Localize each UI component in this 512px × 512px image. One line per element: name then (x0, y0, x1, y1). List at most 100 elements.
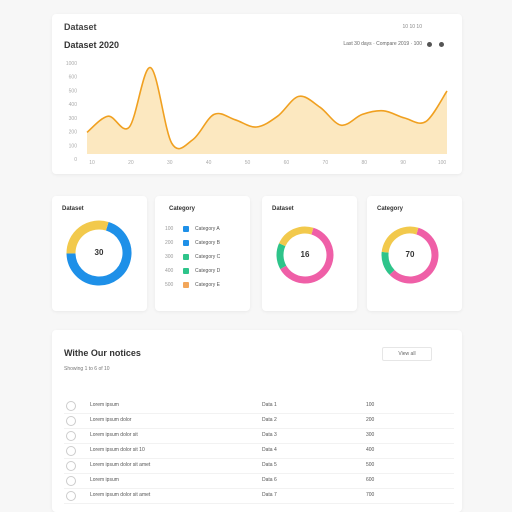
donut-card-title: Category (377, 206, 404, 212)
legend-index: 500 (165, 282, 174, 288)
y-tick-label: 400 (69, 102, 78, 108)
donut-card-2: Dataset 16 (262, 196, 357, 311)
x-tick-label: 60 (284, 160, 290, 166)
row-divider (64, 488, 454, 489)
row-divider (64, 413, 454, 414)
legend-card-title: Category (169, 206, 196, 212)
y-tick-label: 0 (74, 157, 77, 163)
row-data: Data 1 (262, 402, 277, 408)
table-row[interactable]: Lorem ipsum dolor sit amet Data 7 700 (64, 488, 454, 504)
date-range-selector[interactable]: Last 30 days · Compare 2019 · 100 (343, 41, 422, 47)
row-name: Lorem ipsum dolor sit amet (90, 462, 151, 468)
legend-item: Category B (183, 240, 220, 246)
overview-chart-card: Dataset Dataset 2020 10 10 10 Last 30 da… (52, 14, 462, 174)
x-tick-label: 10 (89, 160, 95, 166)
table-row[interactable]: Lorem ipsum Data 1 100 (64, 398, 454, 414)
y-tick-label: 1000 (66, 61, 77, 67)
donut-card-title: Dataset (272, 206, 294, 212)
series-line (86, 66, 448, 150)
x-tick-label: 30 (167, 160, 173, 166)
row-value: 300 (366, 432, 375, 438)
row-checkbox[interactable] (66, 446, 76, 456)
row-data: Data 2 (262, 417, 277, 423)
x-tick-label: 90 (400, 160, 406, 166)
table-subtitle: Showing 1 to 6 of 10 (64, 366, 110, 372)
legend-card: Category 100 Category A 200 Category B 300 Ca… (155, 196, 250, 311)
table-row[interactable]: Lorem ipsum dolor sit Data 3 300 (64, 428, 454, 444)
legend-index: 400 (165, 268, 174, 274)
donut-chart (66, 220, 132, 286)
x-tick-label: 70 (323, 160, 329, 166)
donut-chart (381, 226, 439, 284)
legend-swatch (183, 226, 189, 232)
table-title: Withe Our notices (64, 348, 141, 358)
legend-item: Category E (183, 282, 220, 288)
donut-center-value: 16 (300, 250, 310, 259)
row-divider (64, 473, 454, 474)
x-tick-label: 50 (245, 160, 251, 166)
donut-segment (279, 226, 314, 247)
row-checkbox[interactable] (66, 476, 76, 486)
donut-segment (280, 227, 334, 284)
donut-card-title: Dataset (62, 206, 84, 212)
row-checkbox[interactable] (66, 431, 76, 441)
table-row[interactable]: Lorem ipsum Data 6 600 (64, 473, 454, 489)
row-data: Data 5 (262, 462, 277, 468)
donut-center-value: 30 (94, 248, 104, 257)
row-name: Lorem ipsum (90, 477, 119, 483)
row-value: 700 (366, 492, 375, 498)
y-tick-label: 100 (69, 143, 78, 149)
legend-label: Category E (195, 282, 221, 288)
y-tick-label: 300 (69, 116, 78, 122)
row-checkbox[interactable] (66, 416, 76, 426)
legend-index: 300 (165, 254, 174, 260)
table-row[interactable]: Lorem ipsum dolor sit 10 Data 4 400 (64, 443, 454, 459)
donut-card-3: Category 70 (367, 196, 462, 311)
donut-segment (66, 221, 132, 286)
row-value: 100 (366, 402, 375, 408)
row-data: Data 3 (262, 432, 277, 438)
chart-card-subtitle: Dataset 2020 (64, 40, 120, 50)
row-checkbox[interactable] (66, 491, 76, 501)
y-tick-label: 600 (69, 75, 78, 81)
row-divider (64, 428, 454, 429)
donut-segment (66, 220, 109, 254)
row-checkbox[interactable] (66, 461, 76, 471)
more-icon[interactable] (439, 42, 444, 47)
row-name: Lorem ipsum dolor sit (90, 432, 138, 438)
x-tick-label: 80 (361, 160, 367, 166)
notices-table-card: Withe Our notices Showing 1 to 6 of 10 V… (52, 330, 462, 512)
x-tick-label: 40 (206, 160, 212, 166)
x-tick-label: 20 (128, 160, 134, 166)
legend-label: Category A (195, 226, 220, 232)
area-fill (87, 67, 447, 154)
legend-index: 100 (165, 226, 174, 232)
row-value: 200 (366, 417, 375, 423)
row-checkbox[interactable] (66, 401, 76, 411)
donut-segment (381, 226, 419, 253)
legend-swatch (183, 254, 189, 260)
y-tick-label: 500 (69, 88, 78, 94)
row-data: Data 4 (262, 447, 277, 453)
view-all-button[interactable]: View all (382, 347, 432, 361)
x-tick-label: 100 (438, 160, 447, 166)
table-row[interactable]: Lorem ipsum dolor Data 2 200 (64, 413, 454, 429)
row-data: Data 6 (262, 477, 277, 483)
row-name: Lorem ipsum dolor sit amet (90, 492, 151, 498)
row-value: 400 (366, 447, 375, 453)
settings-icon[interactable] (427, 42, 432, 47)
row-divider (64, 503, 454, 504)
chart-card-top-right-labels: 10 10 10 (402, 24, 422, 30)
row-divider (64, 458, 454, 459)
row-name: Lorem ipsum (90, 402, 119, 408)
table-row[interactable]: Lorem ipsum dolor sit amet Data 5 500 (64, 458, 454, 474)
legend-label: Category C (195, 254, 221, 260)
donut-segment (276, 243, 287, 270)
row-value: 600 (366, 477, 375, 483)
legend-label: Category B (195, 240, 221, 246)
row-data: Data 7 (262, 492, 277, 498)
legend-index: 200 (165, 240, 174, 246)
donut-chart (276, 226, 334, 284)
donut-card-1: Dataset 30 (52, 196, 147, 311)
legend-item: Category C (183, 254, 220, 260)
